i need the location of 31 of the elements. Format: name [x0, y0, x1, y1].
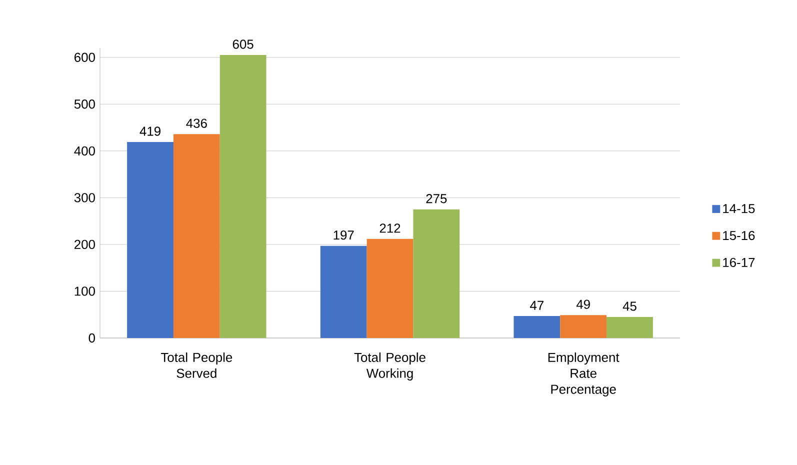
data-label: 45 [622, 302, 636, 311]
bar [320, 246, 367, 338]
y-tick-label: 400 [74, 146, 95, 156]
y-tick-label: 500 [74, 100, 95, 109]
data-label: 197 [334, 230, 354, 240]
x-tick-label: Employment Rate Percentage [548, 352, 620, 396]
y-tick-label: 100 [74, 286, 95, 296]
data-label: 49 [576, 300, 590, 309]
bar [366, 238, 414, 338]
y-tick-label: 300 [74, 193, 95, 202]
legend-label: 14-15 [723, 204, 755, 214]
data-label: 436 [186, 118, 207, 128]
bar [606, 316, 653, 338]
bar [173, 134, 220, 338]
y-tick-label: 200 [74, 240, 95, 250]
data-label: 605 [232, 40, 254, 49]
x-tick-label: Total People Served [160, 352, 232, 378]
data-label: 275 [426, 194, 447, 204]
data-label: 212 [380, 224, 400, 233]
data-label: 47 [530, 300, 544, 310]
bar [413, 209, 460, 338]
x-tick-label: Total People Working [354, 352, 426, 380]
bar [127, 142, 174, 338]
bar [220, 55, 266, 338]
y-tick-label: 600 [74, 52, 95, 62]
legend-label: 16-17 [723, 258, 755, 268]
bar [560, 315, 607, 338]
data-label: 419 [140, 126, 160, 136]
bar [514, 316, 560, 338]
legend-label: 15-16 [723, 230, 755, 240]
y-tick-label: 0 [88, 333, 95, 343]
